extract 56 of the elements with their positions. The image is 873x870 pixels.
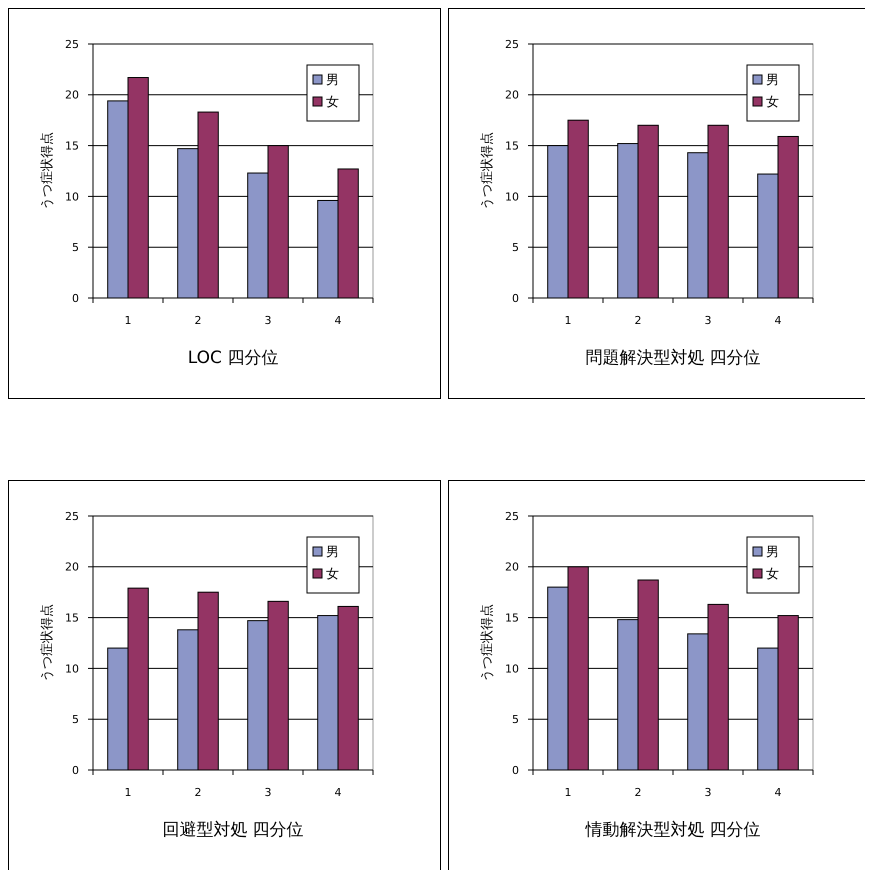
- x-tick-label: 1: [564, 786, 572, 799]
- legend-label: 男: [326, 73, 339, 88]
- y-tick-label: 20: [65, 560, 79, 574]
- x-axis-title: LOC 四分位: [188, 348, 278, 368]
- x-tick-label: 4: [334, 314, 342, 327]
- y-tick-label: 0: [512, 764, 519, 777]
- y-tick-label: 10: [65, 662, 79, 676]
- y-tick-label: 5: [512, 241, 519, 254]
- y-tick-label: 10: [505, 662, 519, 676]
- y-tick-label: 25: [505, 38, 519, 51]
- x-tick-label: 1: [124, 314, 132, 327]
- y-tick-label: 0: [512, 292, 519, 305]
- x-tick-label: 2: [194, 314, 202, 327]
- legend-label: 男: [766, 73, 779, 88]
- x-tick-label: 3: [264, 786, 272, 799]
- y-tick-label: 10: [65, 190, 79, 204]
- y-tick-label: 5: [72, 713, 79, 726]
- y-axis-title: うつ症状得点: [480, 132, 495, 210]
- x-axis-title: 回避型対処 四分位: [162, 820, 304, 840]
- y-tick-label: 15: [505, 611, 519, 624]
- y-tick-label: 20: [505, 560, 519, 574]
- x-tick-label: 2: [634, 786, 642, 799]
- legend-label: 女: [326, 95, 339, 110]
- y-tick-label: 10: [505, 190, 519, 204]
- y-tick-label: 5: [512, 713, 519, 726]
- y-tick-label: 0: [72, 292, 79, 305]
- y-axis-title: うつ症状得点: [480, 604, 495, 682]
- x-tick-label: 3: [704, 314, 712, 327]
- x-tick-label: 3: [704, 786, 712, 799]
- legend-label: 女: [326, 567, 339, 582]
- y-tick-label: 15: [65, 611, 79, 624]
- y-tick-label: 25: [505, 510, 519, 523]
- y-tick-label: 15: [65, 139, 79, 152]
- legend-label: 女: [766, 567, 779, 582]
- y-tick-label: 20: [505, 88, 519, 102]
- y-tick-label: 15: [505, 139, 519, 152]
- x-tick-label: 1: [564, 314, 572, 327]
- x-tick-label: 3: [264, 314, 272, 327]
- x-tick-label: 4: [334, 786, 342, 799]
- legend-label: 男: [766, 545, 779, 560]
- legend-label: 男: [326, 545, 339, 560]
- y-tick-label: 25: [65, 38, 79, 51]
- x-tick-label: 1: [124, 786, 132, 799]
- y-axis-title: うつ症状得点: [40, 604, 55, 682]
- y-tick-label: 20: [65, 88, 79, 102]
- x-tick-label: 4: [774, 314, 782, 327]
- x-tick-label: 2: [194, 786, 202, 799]
- legend-label: 女: [766, 95, 779, 110]
- x-axis-title: 問題解決型対処 四分位: [585, 348, 761, 368]
- y-tick-label: 25: [65, 510, 79, 523]
- x-tick-label: 2: [634, 314, 642, 327]
- y-axis-title: うつ症状得点: [40, 132, 55, 210]
- y-tick-label: 5: [72, 241, 79, 254]
- x-axis-title: 情動解決型対処 四分位: [584, 820, 761, 840]
- x-tick-label: 4: [774, 786, 782, 799]
- y-tick-label: 0: [72, 764, 79, 777]
